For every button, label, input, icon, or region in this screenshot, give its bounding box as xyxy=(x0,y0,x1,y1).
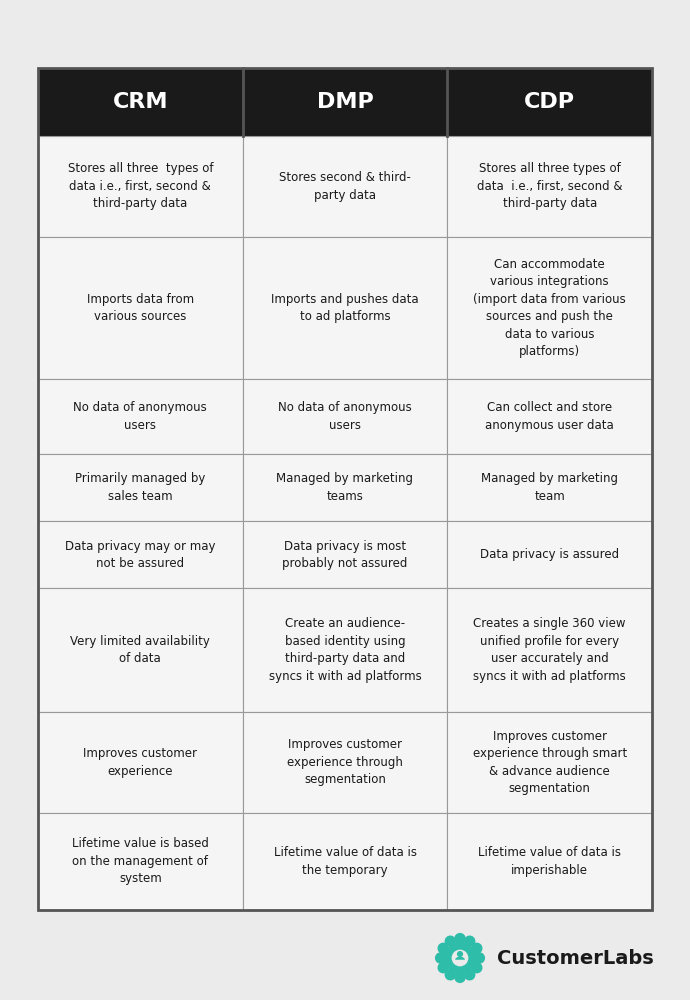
Text: Stores second & third-
party data: Stores second & third- party data xyxy=(279,171,411,202)
Circle shape xyxy=(454,972,466,983)
Text: Primarily managed by
sales team: Primarily managed by sales team xyxy=(75,472,206,503)
Text: Data privacy may or may
not be assured: Data privacy may or may not be assured xyxy=(65,540,215,570)
Circle shape xyxy=(473,952,485,964)
Text: Imports data from
various sources: Imports data from various sources xyxy=(87,293,194,323)
Circle shape xyxy=(457,951,463,957)
Bar xyxy=(243,237,447,379)
Bar xyxy=(38,521,243,588)
Bar xyxy=(447,712,652,813)
Bar xyxy=(243,813,447,910)
Text: Creates a single 360 view
unified profile for every
user accurately and
syncs it: Creates a single 360 view unified profil… xyxy=(473,617,626,683)
Bar xyxy=(243,521,447,588)
Text: Stores all three types of
data  i.e., first, second &
third-party data: Stores all three types of data i.e., fir… xyxy=(477,162,622,210)
Bar xyxy=(447,379,652,454)
Bar xyxy=(243,379,447,454)
Circle shape xyxy=(452,950,469,966)
Text: Can accommodate
various integrations
(import data from various
sources and push : Can accommodate various integrations (im… xyxy=(473,258,626,358)
Text: DMP: DMP xyxy=(317,92,373,112)
Bar xyxy=(38,454,243,521)
Circle shape xyxy=(437,962,449,973)
Text: Can collect and store
anonymous user data: Can collect and store anonymous user dat… xyxy=(485,401,614,432)
Bar xyxy=(243,136,447,237)
Bar xyxy=(38,237,243,379)
Text: No data of anonymous
users: No data of anonymous users xyxy=(73,401,207,432)
Bar xyxy=(38,68,652,910)
Circle shape xyxy=(444,969,456,980)
Bar xyxy=(243,588,447,712)
Bar xyxy=(38,588,243,712)
Bar xyxy=(447,237,652,379)
Bar xyxy=(447,136,652,237)
Circle shape xyxy=(437,943,449,954)
Circle shape xyxy=(464,969,475,980)
Bar xyxy=(243,454,447,521)
Text: Stores all three  types of
data i.e., first, second &
third-party data: Stores all three types of data i.e., fir… xyxy=(68,162,213,210)
Text: Managed by marketing
teams: Managed by marketing teams xyxy=(277,472,413,503)
Bar xyxy=(38,68,652,136)
Text: Imports and pushes data
to ad platforms: Imports and pushes data to ad platforms xyxy=(271,293,419,323)
Bar xyxy=(447,454,652,521)
Text: Create an audience-
based identity using
third-party data and
syncs it with ad p: Create an audience- based identity using… xyxy=(268,617,422,683)
Text: Improves customer
experience through
segmentation: Improves customer experience through seg… xyxy=(287,738,403,786)
Polygon shape xyxy=(455,957,465,960)
Bar xyxy=(38,712,243,813)
Bar xyxy=(38,813,243,910)
Text: CRM: CRM xyxy=(112,92,168,112)
Text: Lifetime value of data is
the temporary: Lifetime value of data is the temporary xyxy=(273,846,417,877)
Circle shape xyxy=(444,936,456,947)
Circle shape xyxy=(435,952,446,964)
Bar xyxy=(243,712,447,813)
Circle shape xyxy=(444,942,476,974)
Text: Data privacy is assured: Data privacy is assured xyxy=(480,548,619,561)
Circle shape xyxy=(471,962,482,973)
Text: Lifetime value is based
on the management of
system: Lifetime value is based on the managemen… xyxy=(72,837,209,885)
Text: Very limited availability
of data: Very limited availability of data xyxy=(70,635,210,665)
Bar xyxy=(38,136,243,237)
Text: Improves customer
experience through smart
& advance audience
segmentation: Improves customer experience through sma… xyxy=(473,730,627,795)
Circle shape xyxy=(471,943,482,954)
Text: Lifetime value of data is
imperishable: Lifetime value of data is imperishable xyxy=(478,846,621,877)
Bar xyxy=(38,379,243,454)
Text: No data of anonymous
users: No data of anonymous users xyxy=(278,401,412,432)
Bar xyxy=(447,813,652,910)
Text: Improves customer
experience: Improves customer experience xyxy=(83,747,197,778)
Bar xyxy=(447,588,652,712)
Text: CDP: CDP xyxy=(524,92,575,112)
Text: CustomerLabs: CustomerLabs xyxy=(497,948,653,968)
Circle shape xyxy=(454,933,466,944)
Text: Managed by marketing
team: Managed by marketing team xyxy=(481,472,618,503)
Bar xyxy=(447,521,652,588)
Text: Data privacy is most
probably not assured: Data privacy is most probably not assure… xyxy=(282,540,408,570)
Circle shape xyxy=(464,936,475,947)
